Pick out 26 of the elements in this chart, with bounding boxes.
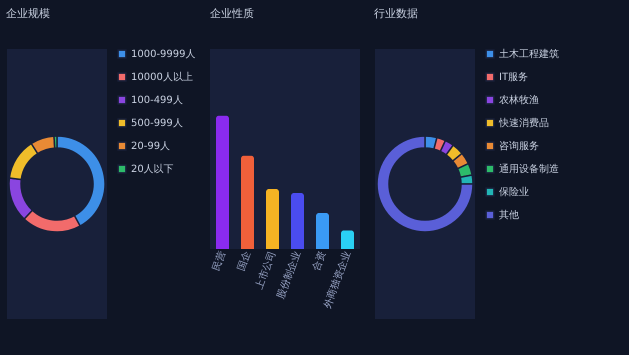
legend-label: 1000-9999人 — [131, 49, 196, 60]
legend-label: 农林牧渔 — [499, 94, 539, 106]
legend-label: 20人以下 — [131, 163, 174, 175]
x-tick-label: 国企 — [235, 249, 254, 272]
x-tick-label: 合资 — [310, 249, 328, 272]
legend-label: 10000人以上 — [131, 71, 193, 83]
bar — [341, 230, 354, 249]
bar — [316, 213, 329, 249]
legend-label: 500-999人 — [131, 118, 183, 129]
chart-title: 行业数据 — [374, 7, 418, 20]
legend-label: 通用设备制造 — [499, 163, 559, 175]
chart-title: 企业性质 — [210, 7, 254, 20]
legend-label: 快速消费品 — [498, 117, 549, 129]
bar — [291, 193, 304, 249]
bar — [241, 156, 254, 249]
legend-label: IT服务 — [499, 71, 528, 83]
legend-label: 土木工程建筑 — [499, 48, 559, 60]
legend-label: 20-99人 — [131, 141, 170, 152]
chart-title: 企业规模 — [6, 7, 50, 20]
x-tick-label: 民营 — [210, 249, 228, 272]
legend-label: 保险业 — [499, 186, 529, 198]
legend-label: 100-499人 — [131, 95, 183, 106]
legend-label: 咨询服务 — [499, 140, 539, 152]
bar — [216, 116, 229, 249]
bar — [266, 189, 279, 249]
legend-label: 其他 — [499, 209, 519, 221]
